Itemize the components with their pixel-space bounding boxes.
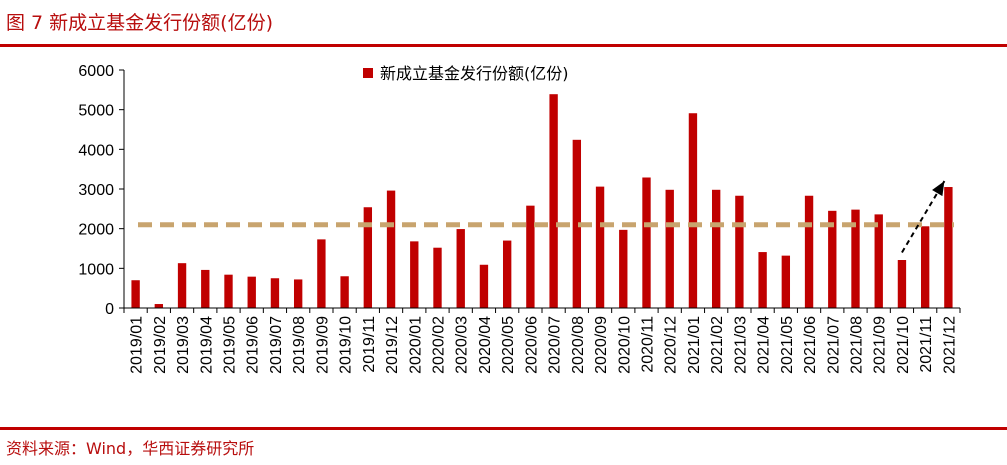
x-tick-label: 2020/04 [477,316,494,374]
x-tick-label: 2019/12 [384,316,401,374]
x-tick-label: 2020/07 [547,316,564,374]
bar [874,214,883,308]
x-tick-label: 2021/07 [825,316,842,374]
arrow-shaft [901,180,946,253]
bars [131,94,953,309]
x-tick-label: 2020/12 [663,316,680,374]
x-tick-label: 2021/02 [709,316,726,374]
x-tick-label: 2019/06 [245,316,262,374]
x-tick-label: 2019/08 [291,316,308,374]
bar [433,247,442,308]
x-tick-label: 2020/08 [570,316,587,374]
x-tick-label: 2021/09 [872,316,889,374]
bar [247,276,256,308]
x-tick-label: 2019/01 [129,316,146,374]
bar [201,269,210,308]
y-tick-label: 0 [105,301,114,318]
bar [944,187,953,308]
title-divider [0,44,1007,47]
bar-chart: 0 1000 2000 3000 4000 5000 6000 2019/01 2019/02… [78,63,961,374]
y-axis-ticks: 0 1000 2000 3000 4000 5000 6000 [78,63,124,318]
bar [224,274,233,308]
arrow-head [932,181,945,197]
x-tick-label: 2021/11 [918,316,935,373]
bar [317,239,326,308]
bar [595,186,605,308]
bar [781,255,791,308]
x-tick-label: 2020/05 [500,316,517,374]
bar [735,195,744,308]
bar [177,263,187,308]
x-tick-label: 2019/11 [361,316,378,373]
x-tick-label: 2020/10 [616,316,633,374]
bar [851,209,860,308]
x-tick-label: 2019/07 [268,316,285,374]
bar [410,241,419,308]
bar [665,189,674,308]
legend-swatch [363,68,373,78]
x-axis-ticks: 2019/01 2019/02 2019/03 2019/04 2019/05 2019/… [123,308,961,374]
x-tick-label: 2021/04 [756,316,773,374]
x-tick-label: 2020/09 [593,316,610,374]
x-tick-label: 2021/01 [686,316,703,374]
bar [642,177,651,308]
bar [897,260,907,308]
bar [688,113,698,308]
bar [154,304,164,308]
x-tick-label: 2019/05 [222,316,239,374]
bar [549,94,558,309]
bar [828,210,837,308]
bar [572,139,582,308]
y-tick-label: 3000 [78,182,114,199]
y-tick-label: 2000 [78,222,114,239]
bar [711,189,721,308]
x-tick-label: 2021/03 [732,316,749,374]
bar [920,226,930,308]
bar [340,276,349,308]
x-tick-label: 2020/01 [407,316,424,374]
bar [131,280,140,308]
bar [293,279,303,308]
x-tick-label: 2019/03 [175,316,192,374]
x-tick-label: 2021/10 [895,316,912,374]
x-tick-label: 2021/06 [802,316,819,374]
x-tick-label: 2019/09 [314,316,331,374]
bar [479,264,489,308]
x-tick-label: 2020/06 [523,316,540,374]
x-tick-label: 2021/05 [779,316,796,374]
x-tick-label: 2021/08 [849,316,866,374]
bar [758,252,767,308]
x-tick-label: 2019/10 [338,316,355,374]
y-tick-label: 1000 [78,261,114,278]
x-tick-label: 2019/02 [152,316,169,374]
y-tick-label: 6000 [78,63,114,80]
bar [363,207,373,308]
legend-label: 新成立基金发行份额(亿份) [380,64,569,83]
bar [502,240,512,308]
bar [386,190,396,308]
x-tick-label: 2020/03 [454,316,471,374]
x-tick-label: 2020/02 [431,316,448,374]
x-tick-label: 2020/11 [640,316,657,373]
bar [804,195,814,308]
y-tick-label: 5000 [78,103,114,120]
bar [456,229,465,308]
figure-title: 图 7 新成立基金发行份额(亿份) [6,12,273,34]
bar [270,278,280,308]
x-tick-label: 2021/12 [941,316,958,374]
trend-arrow [901,180,946,253]
source-note: 资料来源：Wind，华西证券研究所 [6,439,255,458]
source-divider [0,427,1007,430]
bar [526,205,535,308]
bar [619,229,628,308]
y-tick-label: 4000 [78,142,114,159]
x-tick-label: 2019/04 [198,316,215,374]
